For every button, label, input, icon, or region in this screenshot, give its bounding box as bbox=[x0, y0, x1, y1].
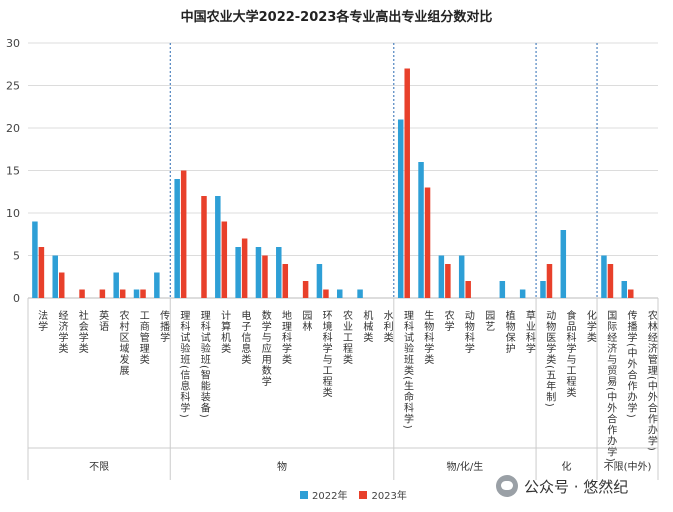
x-tick-label: 农林经济管理(中外合作办学) bbox=[645, 309, 657, 452]
x-tick-label: 农学 bbox=[442, 309, 454, 332]
x-tick-label: 经济学类 bbox=[56, 309, 68, 354]
x-tick-label: 数学与应用数学 bbox=[259, 309, 271, 387]
x-tick-label: 社会学类 bbox=[76, 309, 88, 354]
bar-2022 bbox=[215, 196, 221, 298]
x-tick-label: 园林 bbox=[300, 310, 312, 332]
bar-2022 bbox=[154, 272, 160, 298]
bar-2022 bbox=[133, 289, 140, 298]
y-tick-label: 25 bbox=[6, 80, 20, 93]
x-tick-label: 水利类 bbox=[381, 310, 393, 343]
y-tick-label: 20 bbox=[6, 122, 20, 135]
bar-2022 bbox=[316, 264, 323, 298]
bar-2022 bbox=[357, 289, 363, 298]
bar-2022 bbox=[438, 255, 445, 298]
group-label: 不限 bbox=[89, 461, 109, 473]
bar-2022 bbox=[560, 230, 567, 298]
legend-item-2023: 2023年 bbox=[359, 487, 407, 502]
legend-swatch-2022 bbox=[300, 490, 308, 499]
x-tick-label: 工商管理类 bbox=[137, 310, 149, 365]
bar-2022 bbox=[337, 289, 343, 298]
chart-title: 中国农业大学2022-2023各专业高出专业组分数对比 bbox=[180, 10, 493, 25]
y-tick-label: 0 bbox=[13, 292, 20, 305]
bar-2023 bbox=[58, 272, 65, 298]
watermark-text: 公众号 · 悠然纪 bbox=[524, 477, 629, 496]
x-tick-label: 理科试验班(信息科学) bbox=[178, 310, 190, 419]
bar-2022 bbox=[174, 179, 180, 298]
bar-2022 bbox=[235, 247, 241, 298]
legend-item-2022: 2022年 bbox=[300, 487, 347, 502]
bar-2022 bbox=[52, 255, 58, 298]
x-tick-label: 草业科学 bbox=[523, 310, 535, 354]
bar-2023 bbox=[79, 289, 85, 298]
watermark: 公众号 · 悠然纪 bbox=[496, 475, 628, 497]
bar-2023 bbox=[628, 289, 634, 298]
bar-2022 bbox=[418, 162, 424, 298]
bar-2023 bbox=[38, 247, 45, 298]
x-tick-label: 法学 bbox=[36, 309, 48, 332]
x-tick-label: 理科试验班类(生命科学) bbox=[401, 310, 413, 430]
bar-2022 bbox=[276, 247, 282, 298]
bar-2023 bbox=[201, 196, 207, 298]
bar-2023 bbox=[404, 68, 410, 298]
bar-2023 bbox=[424, 187, 431, 298]
bar-2022 bbox=[519, 289, 526, 298]
x-tick-label: 农村区域发展 bbox=[117, 309, 129, 376]
chart-legend: 2022年 2023年 bbox=[300, 487, 407, 502]
y-tick-label: 15 bbox=[6, 165, 20, 178]
x-tick-label: 地理科学类 bbox=[280, 309, 292, 365]
bar-2023 bbox=[180, 170, 187, 298]
x-tick-label: 电子信息类 bbox=[239, 309, 251, 365]
x-tick-label: 英语 bbox=[97, 309, 109, 332]
x-tick-label: 食品科学与工程类 bbox=[564, 309, 576, 398]
x-tick-label: 理科试验班(智能装备) bbox=[198, 310, 210, 419]
x-tick-label: 传播学(中外合作办学) bbox=[625, 310, 637, 419]
wechat-icon bbox=[496, 475, 518, 497]
bar-2022 bbox=[32, 221, 38, 298]
x-tick-label: 机械类 bbox=[361, 309, 373, 343]
bar-2022 bbox=[621, 281, 628, 298]
legend-label-2022: 2022年 bbox=[312, 491, 348, 502]
y-tick-label: 30 bbox=[6, 37, 20, 50]
bar-2023 bbox=[119, 289, 126, 298]
x-tick-label: 计算机类 bbox=[219, 309, 231, 354]
y-tick-label: 5 bbox=[13, 250, 20, 263]
x-tick-label: 动物科学 bbox=[462, 310, 474, 354]
bar-2023 bbox=[282, 264, 289, 298]
bar-2022 bbox=[397, 119, 404, 298]
x-tick-label: 环境科学与工程类 bbox=[320, 310, 332, 398]
bar-2022 bbox=[499, 281, 506, 298]
bar-2023 bbox=[241, 238, 248, 298]
x-tick-label: 农业工程类 bbox=[341, 309, 353, 365]
group-label: 物 bbox=[277, 460, 287, 473]
bar-2022 bbox=[113, 272, 119, 298]
bar-2022 bbox=[255, 247, 262, 298]
bar-2023 bbox=[607, 264, 614, 298]
legend-label-2023: 2023年 bbox=[371, 491, 407, 502]
bar-2023 bbox=[323, 289, 329, 298]
bar-2023 bbox=[445, 264, 451, 298]
bar-2023 bbox=[221, 221, 228, 298]
bar-2022 bbox=[601, 255, 607, 298]
x-tick-label: 国际经济与贸易(中外合作办学) bbox=[605, 310, 617, 463]
bar-2023 bbox=[546, 264, 553, 298]
bar-2023 bbox=[465, 281, 471, 298]
x-tick-label: 生物科学类 bbox=[422, 309, 434, 365]
x-tick-label: 化学类 bbox=[584, 309, 596, 343]
bar-2023 bbox=[99, 289, 106, 298]
y-tick-label: 10 bbox=[6, 207, 20, 220]
group-label: 物/化/生 bbox=[447, 460, 484, 473]
x-tick-label: 动物医学类(五年制) bbox=[544, 310, 556, 408]
group-label: 化 bbox=[562, 460, 572, 473]
legend-swatch-2023 bbox=[359, 490, 368, 499]
group-label: 不限(中外) bbox=[604, 460, 652, 473]
bar-2023 bbox=[262, 255, 268, 298]
x-tick-label: 植物保护 bbox=[503, 309, 515, 354]
x-tick-label: 传播学 bbox=[158, 310, 170, 343]
bar-2023 bbox=[140, 289, 146, 298]
bar-2023 bbox=[302, 281, 309, 298]
bar-2022 bbox=[458, 255, 465, 298]
x-tick-label: 园艺 bbox=[483, 310, 495, 332]
bar-2022 bbox=[540, 281, 546, 298]
